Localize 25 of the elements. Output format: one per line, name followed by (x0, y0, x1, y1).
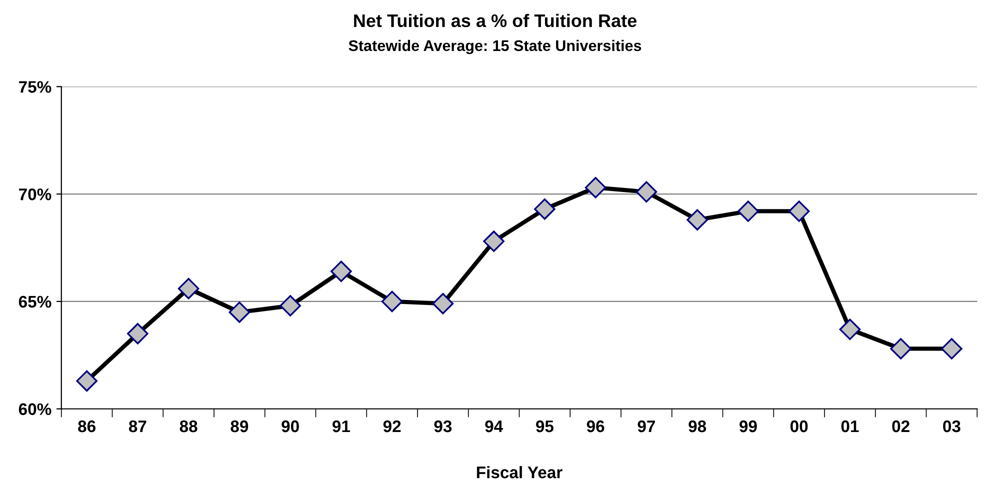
x-tick-label: 98 (688, 420, 706, 432)
x-tick-label: 93 (434, 420, 452, 432)
y-tick-label: 75% (19, 81, 52, 93)
y-tick-label: 65% (18, 296, 52, 308)
x-tick-label: 88 (180, 420, 198, 432)
chart-title: Net Tuition as a % of Tuition Rate (354, 14, 637, 28)
x-tick-label: 86 (78, 420, 96, 432)
x-tick-label: 92 (383, 420, 401, 432)
x-tick-label: 02 (892, 420, 910, 432)
y-tick-label: 60% (18, 403, 52, 416)
x-tick-label: 01 (841, 420, 859, 432)
y-tick-label: 70% (19, 188, 52, 200)
x-tick-label: 94 (485, 420, 503, 432)
x-tick-label: 91 (332, 420, 350, 432)
x-tick-label: 99 (740, 420, 757, 432)
x-tick-label: 03 (943, 420, 960, 432)
x-axis-title: Fiscal Year (476, 466, 562, 478)
x-tick-label: 90 (282, 420, 299, 432)
x-tick-label: 97 (638, 420, 655, 432)
x-tick-label: 87 (128, 420, 146, 432)
chart-subtitle: Statewide Average: 15 State Universities (348, 40, 642, 54)
x-tick-label: 89 (230, 420, 248, 432)
x-tick-label: 95 (536, 420, 554, 432)
x-tick-label: 96 (586, 420, 604, 432)
x-tick-label: 00 (790, 420, 808, 432)
